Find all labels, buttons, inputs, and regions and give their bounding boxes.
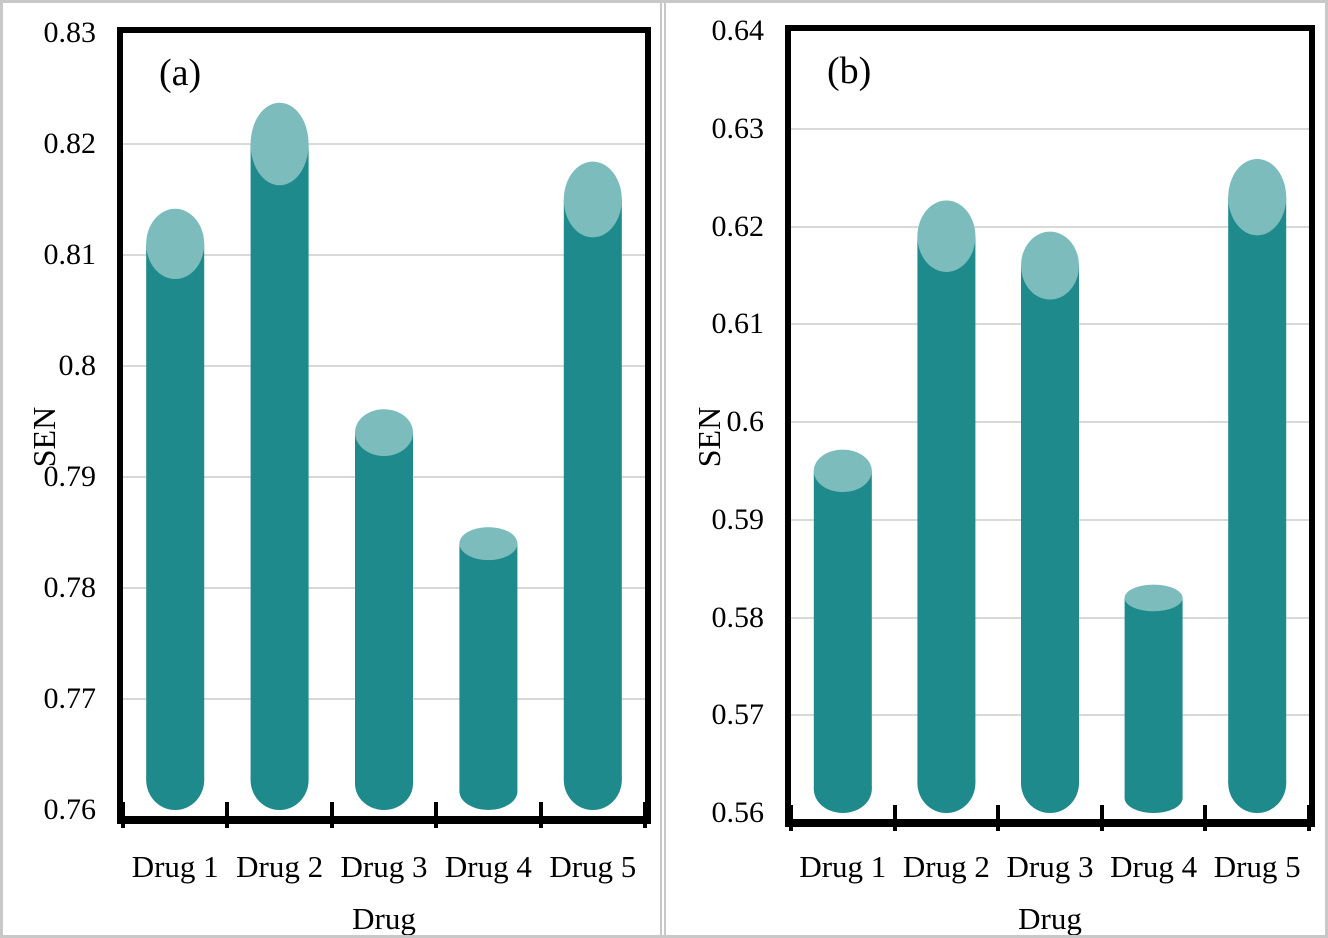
bar-body: [250, 144, 309, 780]
x-axis-title-b: Drug: [1018, 901, 1082, 936]
x-category-label: Drug 3: [340, 849, 428, 884]
x-tick-mark: [1203, 805, 1208, 831]
bar-body: [917, 236, 976, 783]
bar-drug-4: [1124, 584, 1183, 813]
x-tick-mark: [538, 802, 543, 828]
bar-drug-1: [813, 449, 872, 813]
y-tick-label: 0.59: [711, 502, 765, 536]
x-tick-mark: [434, 802, 439, 828]
y-tick-label: 0.8: [58, 349, 97, 382]
bar-body: [813, 470, 872, 790]
y-tick-label: 0.79: [43, 460, 97, 493]
x-tick-mark: [329, 802, 334, 828]
x-category-label: Drug 5: [549, 849, 637, 884]
bar-body: [1021, 265, 1079, 784]
y-tick-label: 0.58: [711, 600, 765, 634]
bar-top-cap: [355, 409, 413, 456]
bar-body: [563, 199, 622, 780]
panel-separator: [660, 3, 666, 935]
y-tick-label: 0.57: [711, 698, 765, 732]
y-tick-label: 0.78: [43, 571, 97, 604]
bar-drug-5: [563, 161, 622, 810]
x-tick-mark: [996, 805, 1001, 831]
bar-top-cap: [1021, 231, 1079, 300]
x-category-label: Drug 4: [1110, 849, 1198, 884]
y-tick-label: 0.83: [43, 16, 97, 49]
y-tick-label: 0.77: [43, 682, 97, 715]
bar-drug-5: [1228, 158, 1287, 813]
bars-svg-b: [813, 158, 1287, 813]
x-category-label: Drug 1: [131, 849, 219, 884]
bar-top-cap: [250, 102, 309, 186]
gridline: [123, 365, 645, 367]
x-category-label: Drug 1: [799, 849, 887, 884]
x-category-label: Drug 4: [444, 849, 532, 884]
x-tick-mark: [225, 802, 230, 828]
x-category-label: Drug 2: [902, 849, 990, 884]
y-tick-label: 0.6: [726, 405, 765, 438]
gridline: [791, 127, 1309, 130]
x-tick-mark: [121, 802, 125, 828]
bar-drug-1: [146, 208, 205, 810]
bar-top-cap: [813, 449, 872, 493]
bar-top-cap: [917, 200, 976, 273]
bar-body: [459, 543, 518, 792]
bar-drug-2: [917, 200, 976, 813]
x-tick-mark: [892, 805, 897, 831]
y-tick-label: 0.63: [711, 111, 765, 145]
gridline: [123, 254, 645, 256]
y-tick-label: 0.82: [43, 127, 97, 160]
panel-separator-inner: [662, 3, 664, 935]
y-tick-label: 0.81: [43, 238, 97, 271]
y-tick-label: 0.56: [711, 796, 765, 829]
bar-top-cap: [1124, 584, 1183, 612]
bar-drug-2: [250, 102, 309, 810]
gridline: [791, 225, 1309, 228]
x-category-label: Drug 5: [1213, 849, 1301, 884]
bar-body: [1124, 597, 1183, 798]
x-tick-mark: [1307, 805, 1311, 831]
x-tick-mark: [643, 802, 647, 828]
bar-drug-4: [459, 527, 518, 810]
bar-top-cap: [563, 161, 622, 238]
bar-drug-3: [355, 409, 413, 810]
bar-top-cap: [146, 208, 205, 279]
y-tick-label: 0.61: [711, 307, 765, 341]
bars-svg-a: [146, 102, 622, 810]
bar-body: [146, 243, 205, 780]
x-category-label: Drug 3: [1006, 849, 1094, 884]
y-tick-label: 0.64: [711, 14, 765, 47]
x-tick-mark: [1099, 805, 1104, 831]
panel-label-b: (b): [827, 50, 872, 92]
x-tick-mark: [789, 805, 793, 831]
gridline: [123, 143, 645, 145]
bar-body: [1228, 197, 1287, 784]
bar-top-cap: [459, 527, 518, 561]
x-axis-title-a: Drug: [352, 901, 416, 936]
bar-body: [355, 432, 413, 784]
panel-label-a: (a): [159, 52, 202, 94]
bar-drug-3: [1021, 231, 1079, 813]
x-category-label: Drug 2: [236, 849, 324, 884]
y-tick-label: 0.62: [711, 209, 765, 243]
bar-top-cap: [1228, 158, 1287, 236]
y-tick-label: 0.76: [43, 793, 97, 826]
